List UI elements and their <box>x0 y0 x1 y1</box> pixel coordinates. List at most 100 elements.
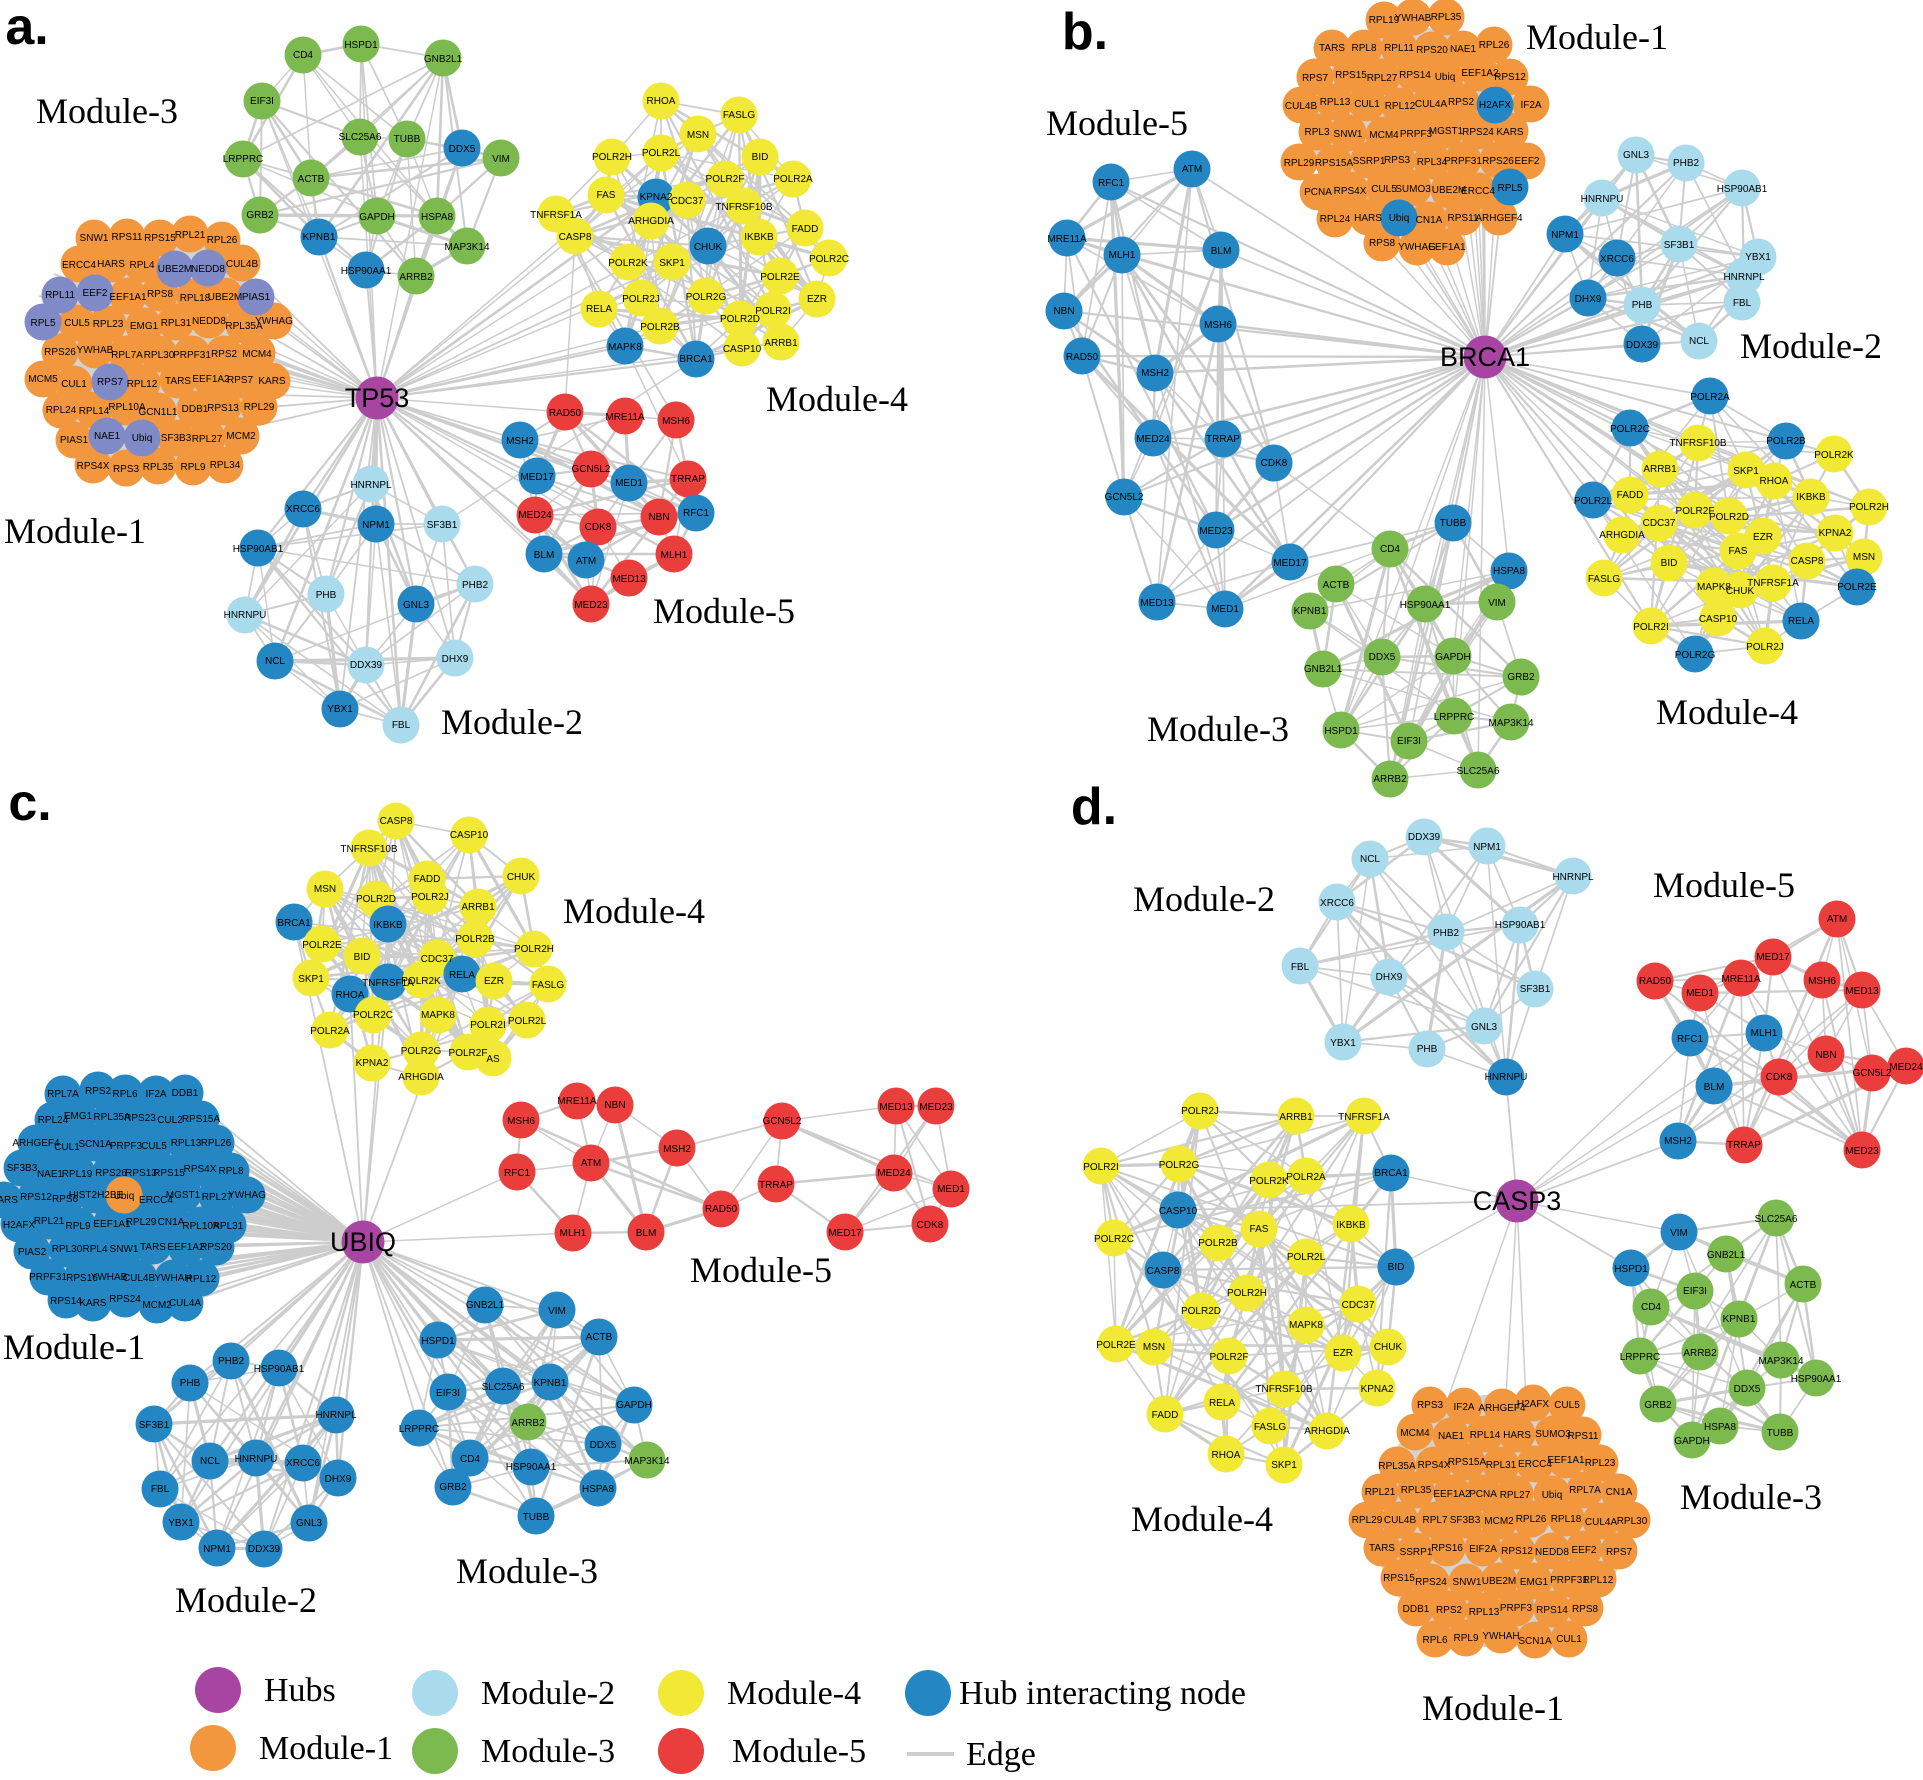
svg-text:EZR: EZR <box>484 976 504 987</box>
svg-text:CUL4A: CUL4A <box>1415 99 1448 110</box>
svg-text:EEF2: EEF2 <box>82 288 107 299</box>
svg-text:Module-5: Module-5 <box>653 591 795 631</box>
svg-text:DHX9: DHX9 <box>442 654 469 665</box>
svg-text:RPL8: RPL8 <box>1351 43 1376 54</box>
svg-text:RPS24: RPS24 <box>1462 127 1494 138</box>
svg-text:RPL27: RPL27 <box>192 434 223 445</box>
svg-text:MAP3K14: MAP3K14 <box>624 1456 669 1467</box>
svg-text:MRE11A: MRE11A <box>557 1096 597 1107</box>
svg-text:BLM: BLM <box>534 550 555 561</box>
svg-text:RPS14: RPS14 <box>50 1296 82 1307</box>
svg-text:SUMO3: SUMO3 <box>1395 184 1431 195</box>
svg-text:TUBB: TUBB <box>1767 1428 1794 1439</box>
svg-text:TNFRSF1A: TNFRSF1A <box>1747 578 1799 589</box>
svg-text:RPL18: RPL18 <box>180 293 211 304</box>
svg-text:MED1: MED1 <box>615 478 643 489</box>
svg-text:MED13: MED13 <box>1845 986 1879 997</box>
svg-text:PCNA: PCNA <box>1304 187 1332 198</box>
svg-text:NPM1: NPM1 <box>1551 230 1579 241</box>
svg-text:GCN1L1: GCN1L1 <box>139 407 178 418</box>
svg-text:NBN: NBN <box>1053 306 1074 317</box>
svg-text:XRCC6: XRCC6 <box>286 504 320 515</box>
svg-text:TARS: TARS <box>165 376 191 387</box>
svg-text:RPL4: RPL4 <box>82 1244 107 1255</box>
svg-text:RPS15A: RPS15A <box>182 1114 221 1125</box>
svg-text:RPS13: RPS13 <box>207 403 239 414</box>
svg-text:SSRP1: SSRP1 <box>1400 1547 1433 1558</box>
svg-text:IKBKB: IKBKB <box>744 232 774 243</box>
svg-text:POLR2B: POLR2B <box>1198 1238 1238 1249</box>
svg-text:RPL29: RPL29 <box>1284 158 1315 169</box>
svg-text:EMG1: EMG1 <box>130 321 159 332</box>
svg-text:POLR2L: POLR2L <box>1287 1252 1326 1263</box>
svg-text:MED13: MED13 <box>1140 598 1174 609</box>
svg-text:d.: d. <box>1071 778 1117 836</box>
svg-text:EIF3I: EIF3I <box>436 1388 460 1399</box>
svg-text:SF3B3: SF3B3 <box>161 433 192 444</box>
svg-text:RPL26: RPL26 <box>201 1138 232 1149</box>
svg-text:Module-1: Module-1 <box>1526 17 1668 57</box>
svg-text:RPL35: RPL35 <box>143 462 174 473</box>
svg-text:CUL5: CUL5 <box>141 1141 167 1152</box>
svg-text:CN1A: CN1A <box>1416 215 1443 226</box>
svg-text:SF3B3: SF3B3 <box>1450 1515 1481 1526</box>
svg-text:MSH2: MSH2 <box>1664 1136 1692 1147</box>
svg-text:POLR2A: POLR2A <box>1690 392 1730 403</box>
svg-text:POLR2C: POLR2C <box>1094 1234 1134 1245</box>
svg-text:XRCC6: XRCC6 <box>286 1458 320 1469</box>
svg-text:MLH1: MLH1 <box>1109 250 1136 261</box>
svg-text:Module-4: Module-4 <box>727 1675 861 1712</box>
svg-text:TARS: TARS <box>140 1242 166 1253</box>
svg-text:BRCA1: BRCA1 <box>1374 1168 1408 1179</box>
svg-text:CDK8: CDK8 <box>585 522 612 533</box>
svg-text:POLR2J: POLR2J <box>1746 642 1784 653</box>
svg-text:BRCA1: BRCA1 <box>679 354 713 365</box>
svg-text:NEDD8: NEDD8 <box>191 264 225 275</box>
svg-text:SUMO3: SUMO3 <box>1535 1429 1571 1440</box>
svg-text:GRB2: GRB2 <box>1644 1400 1672 1411</box>
svg-text:MAP3K14: MAP3K14 <box>444 242 489 253</box>
svg-text:POLR2F: POLR2F <box>449 1048 488 1059</box>
svg-text:MSH2: MSH2 <box>1141 368 1169 379</box>
svg-text:PIAS2: PIAS2 <box>18 1247 47 1258</box>
svg-text:RPL4: RPL4 <box>129 260 154 271</box>
svg-text:GRB2: GRB2 <box>246 210 274 221</box>
svg-text:MCM4: MCM4 <box>242 349 272 360</box>
svg-text:PHB: PHB <box>180 1378 201 1389</box>
svg-text:POLR2G: POLR2G <box>686 292 727 303</box>
svg-text:MED24: MED24 <box>518 510 552 521</box>
svg-text:NCL: NCL <box>265 656 285 667</box>
svg-text:Ubiq: Ubiq <box>1389 213 1410 224</box>
svg-text:RAD50: RAD50 <box>1066 352 1099 363</box>
svg-text:VIM: VIM <box>548 1306 566 1317</box>
svg-text:RPS12: RPS12 <box>20 1192 52 1203</box>
svg-text:GNB2L1: GNB2L1 <box>1304 664 1343 675</box>
svg-text:IF2A: IF2A <box>1453 1402 1474 1413</box>
svg-text:Module-5: Module-5 <box>1046 103 1188 143</box>
svg-text:SF3B1: SF3B1 <box>139 1420 170 1431</box>
svg-text:NPM1: NPM1 <box>362 520 390 531</box>
svg-text:MSH6: MSH6 <box>1204 320 1232 331</box>
svg-text:MRE11A: MRE11A <box>1047 234 1087 245</box>
svg-text:EEF2: EEF2 <box>1571 1545 1596 1556</box>
svg-text:FADD: FADD <box>414 874 441 885</box>
svg-text:RPS7: RPS7 <box>97 377 124 388</box>
svg-text:POLR2J: POLR2J <box>411 892 449 903</box>
svg-text:POLR2G: POLR2G <box>1159 1160 1200 1171</box>
svg-text:SLC25A6: SLC25A6 <box>482 1382 525 1393</box>
svg-text:NEDD8: NEDD8 <box>1535 1547 1569 1558</box>
svg-text:RPS24: RPS24 <box>109 1294 141 1305</box>
svg-text:RPL26: RPL26 <box>1516 1514 1547 1525</box>
svg-text:TUBB: TUBB <box>394 134 421 145</box>
svg-text:KPNA2: KPNA2 <box>1361 1384 1394 1395</box>
svg-text:POLR2E: POLR2E <box>760 272 800 283</box>
svg-text:RHOA: RHOA <box>647 96 676 107</box>
svg-text:SSRP1: SSRP1 <box>1353 156 1386 167</box>
svg-text:RELA: RELA <box>586 304 612 315</box>
svg-text:FBL: FBL <box>1291 962 1310 973</box>
svg-text:PHB: PHB <box>1417 1044 1438 1055</box>
svg-text:RPS2: RPS2 <box>1448 97 1475 108</box>
svg-text:HNRNPL: HNRNPL <box>350 480 392 491</box>
svg-text:CASP3: CASP3 <box>1473 1186 1562 1216</box>
svg-text:FASLG: FASLG <box>1588 574 1620 585</box>
